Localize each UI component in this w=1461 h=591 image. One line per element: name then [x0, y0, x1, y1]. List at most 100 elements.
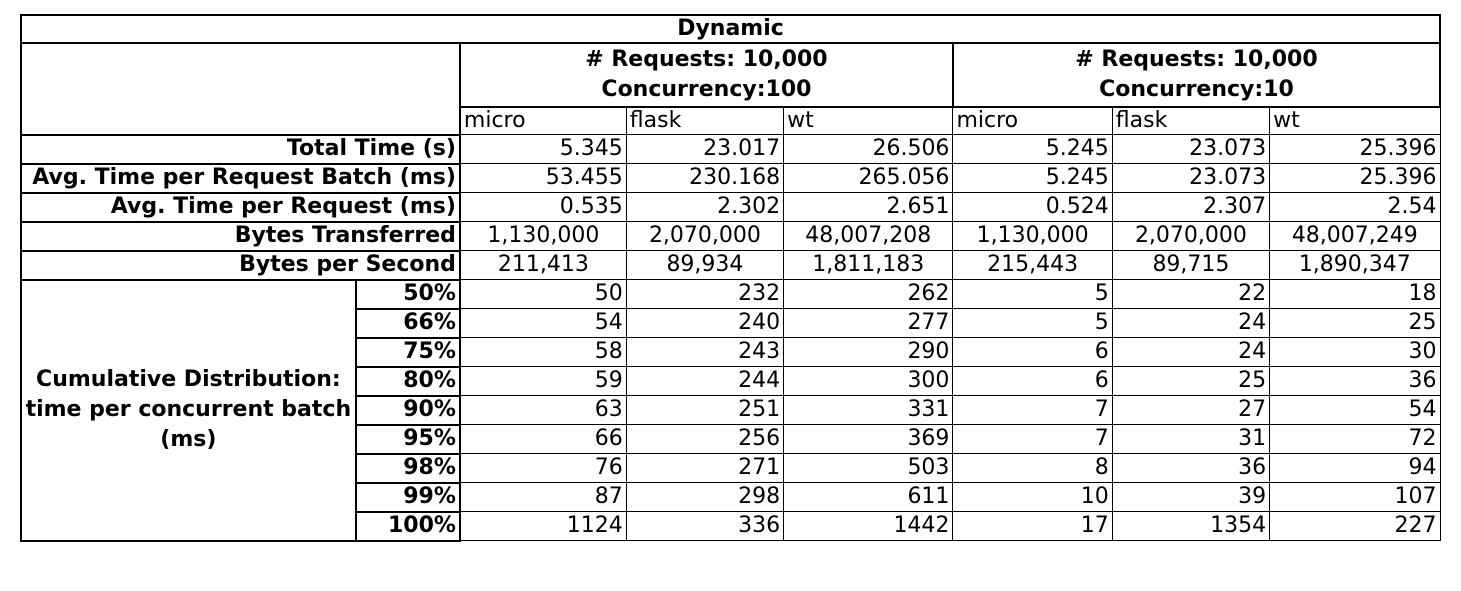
distribution-value: 94 [1269, 453, 1441, 483]
metric-value: 1,890,347 [1269, 250, 1441, 280]
metric-value: 2.651 [783, 192, 954, 222]
distribution-value: 243 [625, 337, 785, 367]
distribution-value: 18 [1269, 279, 1441, 309]
distribution-value: 336 [625, 511, 785, 541]
group-2-concurrency: Concurrency:10 [1099, 77, 1294, 102]
percentile-label: 75% [354, 336, 461, 368]
subheader-micro-2: micro [952, 106, 1113, 135]
metric-label: Total Time (s) [20, 133, 461, 165]
metric-row: Total Time (s) 5.345 23.017 26.506 5.245 23.0… [20, 133, 1441, 165]
metric-row: Bytes per Second 211,413 89,934 1,811,183 21… [20, 249, 1441, 281]
metric-value: 89,715 [1111, 250, 1271, 280]
metric-value: 23.073 [1111, 134, 1271, 164]
distribution-value: 262 [783, 279, 954, 309]
metric-label: Avg. Time per Request Batch (ms) [20, 162, 461, 194]
metric-value: 26.506 [783, 134, 954, 164]
percentile-label: 66% [354, 307, 461, 339]
group-header-row: # Requests: 10,000 Concurrency:100 # Req… [20, 42, 1442, 136]
benchmark-table: Dynamic # Requests: 10,000 Concurrency:1… [20, 14, 1442, 542]
distribution-value: 244 [625, 366, 785, 396]
distribution-value: 76 [459, 453, 627, 483]
subheader-flask-2: flask [1111, 106, 1271, 135]
distribution-value: 6 [952, 366, 1113, 396]
distribution-row: 75% 58 243 290 6 24 30 [21, 336, 1441, 368]
distribution-value: 251 [625, 395, 785, 425]
distribution-value: 10 [952, 482, 1113, 512]
distribution-value: 7 [952, 395, 1113, 425]
metric-value: 0.535 [459, 192, 627, 222]
subheader-flask-1: flask [625, 106, 785, 135]
metric-value: 89,934 [625, 250, 785, 280]
distribution-value: 1124 [459, 511, 627, 541]
metric-value: 2.307 [1111, 192, 1271, 222]
distribution-value: 63 [459, 395, 627, 425]
distribution-label: Cumulative Distribution: time per concurr… [20, 278, 357, 542]
distribution-value: 59 [459, 366, 627, 396]
distribution-row: 99% 87 298 611 10 39 107 [21, 481, 1441, 513]
distribution-value: 87 [459, 482, 627, 512]
distribution-label-line: (ms) [160, 427, 217, 452]
metric-value: 53.455 [459, 163, 627, 193]
metric-row: Avg. Time per Request (ms) 0.535 2.302 2.65… [20, 191, 1441, 223]
metric-value: 265.056 [783, 163, 954, 193]
metric-row: Bytes Transferred 1,130,000 2,070,000 48,00… [20, 220, 1441, 252]
distribution-value: 5 [952, 279, 1113, 309]
percentile-label: 98% [354, 452, 461, 484]
distribution-value: 503 [783, 453, 954, 483]
distribution-value: 256 [625, 424, 785, 454]
group-1-concurrency: Concurrency:100 [601, 77, 812, 102]
distribution-row: 100% 1124 336 1442 17 1354 227 [21, 510, 1441, 542]
distribution-row: 90% 63 251 331 7 27 54 [21, 394, 1441, 426]
distribution-value: 30 [1269, 337, 1441, 367]
group-1-requests: # Requests: 10,000 [585, 47, 828, 72]
distribution-value: 50 [459, 279, 627, 309]
distribution-value: 17 [952, 511, 1113, 541]
metric-value: 2.54 [1269, 192, 1441, 222]
metric-value: 5.345 [459, 134, 627, 164]
metric-value: 48,007,208 [783, 221, 954, 251]
subheader-wt-1: wt [783, 106, 954, 135]
metric-value: 1,130,000 [459, 221, 627, 251]
distribution-value: 66 [459, 424, 627, 454]
metric-value: 2,070,000 [1111, 221, 1271, 251]
distribution-row: 95% 66 256 369 7 31 72 [21, 423, 1441, 455]
group-2-requests: # Requests: 10,000 [1075, 47, 1318, 72]
distribution-value: 7 [952, 424, 1113, 454]
distribution-value: 5 [952, 308, 1113, 338]
distribution-value: 240 [625, 308, 785, 338]
metric-value: 25.396 [1269, 134, 1441, 164]
distribution-value: 277 [783, 308, 954, 338]
distribution-value: 298 [625, 482, 785, 512]
percentile-label: 95% [354, 423, 461, 455]
metric-label: Bytes per Second [20, 249, 461, 281]
distribution-value: 107 [1269, 482, 1441, 512]
percentile-label: 99% [354, 481, 461, 513]
distribution-value: 24 [1111, 337, 1271, 367]
metric-value: 48,007,249 [1269, 221, 1441, 251]
distribution-value: 271 [625, 453, 785, 483]
table-title: Dynamic [20, 14, 1441, 44]
distribution-value: 54 [1269, 395, 1441, 425]
metric-row: Avg. Time per Request Batch (ms) 53.455 23… [20, 162, 1441, 194]
distribution-value: 72 [1269, 424, 1441, 454]
metric-value: 215,443 [952, 250, 1113, 280]
distribution-value: 227 [1269, 511, 1441, 541]
distribution-row: 80% 59 244 300 6 25 36 [21, 365, 1441, 397]
metric-value: 1,130,000 [952, 221, 1113, 251]
percentile-label: 50% [354, 278, 461, 310]
distribution-value: 1354 [1111, 511, 1271, 541]
distribution-value: 22 [1111, 279, 1271, 309]
distribution-value: 27 [1111, 395, 1271, 425]
distribution-value: 6 [952, 337, 1113, 367]
metric-value: 23.017 [625, 134, 785, 164]
distribution-value: 1442 [783, 511, 954, 541]
distribution-value: 36 [1269, 366, 1441, 396]
distribution-value: 290 [783, 337, 954, 367]
metric-value: 2,070,000 [625, 221, 785, 251]
distribution-label-line: time per concurrent batch [25, 397, 352, 422]
distribution-value: 25 [1111, 366, 1271, 396]
distribution-value: 611 [783, 482, 954, 512]
metric-value: 5.245 [952, 134, 1113, 164]
metric-value: 211,413 [459, 250, 627, 280]
metric-label: Avg. Time per Request (ms) [20, 191, 461, 223]
